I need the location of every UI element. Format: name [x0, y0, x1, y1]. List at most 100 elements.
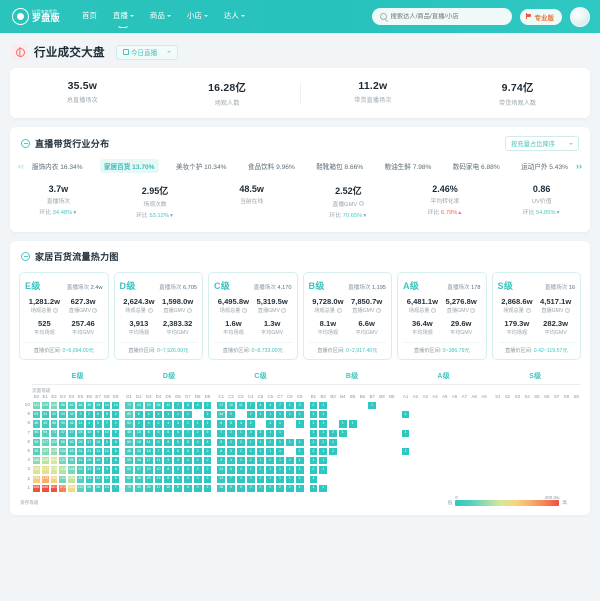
heatmap-cell[interactable]: 6	[173, 474, 183, 484]
heatmap-cell[interactable]: 1	[328, 437, 338, 447]
info-icon[interactable]: ?	[564, 308, 570, 313]
heatmap-cell[interactable]: 1	[308, 419, 319, 429]
heatmap-cell[interactable]: 1	[347, 419, 358, 429]
heatmap-cell[interactable]: 1	[284, 474, 295, 484]
heatmap-cell[interactable]: 1	[275, 437, 285, 447]
heatmap-cell[interactable]: 5	[173, 456, 183, 466]
heatmap-cell[interactable]: 1	[318, 465, 329, 475]
heatmap-cell[interactable]: 38	[124, 428, 134, 438]
heatmap-cell[interactable]: 5	[216, 437, 227, 447]
heatmap-cell[interactable]: 1	[173, 410, 183, 420]
info-icon[interactable]: ?	[431, 308, 436, 313]
info-icon[interactable]: ?	[336, 308, 342, 313]
heatmap-cell[interactable]: 342	[67, 483, 77, 493]
info-icon[interactable]: ?	[470, 308, 476, 313]
heatmap-cell[interactable]: 11	[143, 437, 154, 447]
heatmap-cell[interactable]: 1	[163, 410, 174, 420]
nav-item-product[interactable]: 商品	[150, 10, 171, 23]
heatmap-cell[interactable]: 85	[124, 410, 134, 420]
heatmap-cell[interactable]: 1	[202, 419, 213, 429]
info-icon[interactable]: ?	[147, 308, 153, 313]
heatmap-cell[interactable]: 1	[235, 428, 246, 438]
heatmap-cell[interactable]: 1	[400, 446, 411, 457]
heatmap-cell[interactable]: 1	[318, 428, 329, 438]
heatmap-cell[interactable]: 7	[226, 474, 236, 484]
heatmap-cell[interactable]: 48	[124, 446, 134, 457]
heatmap-cell[interactable]: 293	[49, 456, 59, 466]
heatmap-cell[interactable]: 1	[308, 456, 319, 466]
heatmap-cell[interactable]: 60	[124, 465, 134, 475]
heatmap-cell[interactable]: 14	[84, 428, 94, 438]
heatmap-cell[interactable]: 41	[76, 456, 85, 466]
heatmap-cell[interactable]: 31	[76, 446, 85, 457]
heatmap-cell[interactable]: 7	[245, 401, 256, 411]
heatmap-cell[interactable]: 4	[245, 428, 256, 438]
heatmap-cell[interactable]: 2	[308, 401, 319, 411]
heatmap-cell[interactable]: 1	[182, 410, 193, 420]
heatmap-cell[interactable]: 3	[245, 483, 256, 493]
heatmap-cell[interactable]: 1	[192, 419, 203, 429]
heatmap-cell[interactable]: 104	[58, 446, 68, 457]
heatmap-cell[interactable]: 179	[49, 446, 59, 457]
heatmap-cell[interactable]: 37	[133, 465, 144, 475]
heatmap-cell[interactable]: 246	[67, 474, 77, 484]
industry-tab-fresh[interactable]: 粮油生鲜 7.98%	[384, 164, 432, 171]
heatmap-cell[interactable]: 43	[133, 401, 144, 411]
nav-item-home[interactable]: 首页	[82, 10, 97, 23]
heatmap-cell[interactable]: 1	[275, 419, 285, 429]
heatmap-cell[interactable]: 1	[275, 465, 285, 475]
heatmap-cell[interactable]: 3	[235, 456, 246, 466]
heatmap-cell[interactable]: 17	[84, 437, 94, 447]
heatmap-cell[interactable]: 24	[93, 474, 103, 484]
heatmap-cell[interactable]: 2	[275, 483, 285, 493]
heatmap-cell[interactable]: 1	[400, 428, 411, 438]
heatmap-cell[interactable]: 1	[265, 410, 276, 420]
heatmap-cell[interactable]: 1	[284, 437, 295, 447]
heatmap-cell[interactable]: 62	[124, 474, 134, 484]
heatmap-cell[interactable]: 4	[182, 456, 193, 466]
heatmap-cell[interactable]: 31	[40, 410, 50, 420]
heatmap-cell[interactable]: 6	[111, 465, 121, 475]
heatmap-cell[interactable]: 73	[49, 428, 59, 438]
heatmap-cell[interactable]: 145	[67, 465, 77, 475]
heatmap-cell[interactable]: 658	[32, 483, 41, 493]
heatmap-cell[interactable]: 11	[102, 474, 112, 484]
heatmap-cell[interactable]: 6	[173, 446, 183, 457]
heatmap-cell[interactable]: 11	[163, 401, 174, 411]
heatmap-cell[interactable]: 2	[192, 428, 203, 438]
heatmap-cell[interactable]: 20	[143, 465, 154, 475]
heatmap-cell[interactable]: 5	[111, 428, 121, 438]
heatmap-cell[interactable]: 15	[133, 428, 144, 438]
heatmap-cell[interactable]: 293	[32, 465, 41, 475]
heatmap-cell[interactable]: 1	[294, 483, 305, 493]
heatmap-cell[interactable]: 404	[32, 474, 41, 484]
heatmap-cell[interactable]: 4	[143, 419, 154, 429]
heatmap-cell[interactable]: 6	[153, 428, 164, 438]
heatmap-cell[interactable]: 44	[216, 410, 227, 420]
heatmap-cell[interactable]: 239	[40, 456, 50, 466]
heatmap-cell[interactable]: 8	[163, 474, 174, 484]
heatmap-cell[interactable]: 2	[255, 474, 266, 484]
tabs-next-button[interactable]: ››	[576, 160, 582, 171]
level-card-B级[interactable]: B级 直播场次 1,195 9,728.0w 场观总量? 7,850.7w 直播GMV? 8…	[302, 272, 392, 360]
heatmap-cell[interactable]: 1	[182, 419, 193, 429]
heatmap-cell[interactable]: 2	[84, 410, 94, 420]
heatmap-cell[interactable]: 166	[32, 456, 41, 466]
heatmap-cell[interactable]: 1	[294, 456, 305, 466]
heatmap-cell[interactable]: 19	[93, 456, 103, 466]
heatmap-cell[interactable]: 2	[265, 456, 276, 466]
heatmap-cell[interactable]: 10	[163, 483, 174, 493]
heatmap-cell[interactable]: 4	[84, 419, 94, 429]
heatmap-cell[interactable]: 4	[182, 474, 193, 484]
info-icon[interactable]: ?	[525, 308, 531, 313]
heatmap-cell[interactable]: 1	[275, 456, 285, 466]
nav-item-shop[interactable]: 小店	[187, 10, 208, 23]
industry-tab-beauty[interactable]: 美妆个护 10.34%	[175, 164, 227, 171]
heatmap-cell[interactable]: 1	[318, 446, 329, 457]
heatmap-cell[interactable]: 16	[93, 437, 103, 447]
heatmap-cell[interactable]: 23	[84, 446, 94, 457]
heatmap-cell[interactable]: 1	[308, 437, 319, 447]
heatmap-cell[interactable]: 1	[294, 410, 305, 420]
heatmap-cell[interactable]: 24	[143, 474, 154, 484]
heatmap-cell[interactable]: 1	[294, 446, 305, 457]
